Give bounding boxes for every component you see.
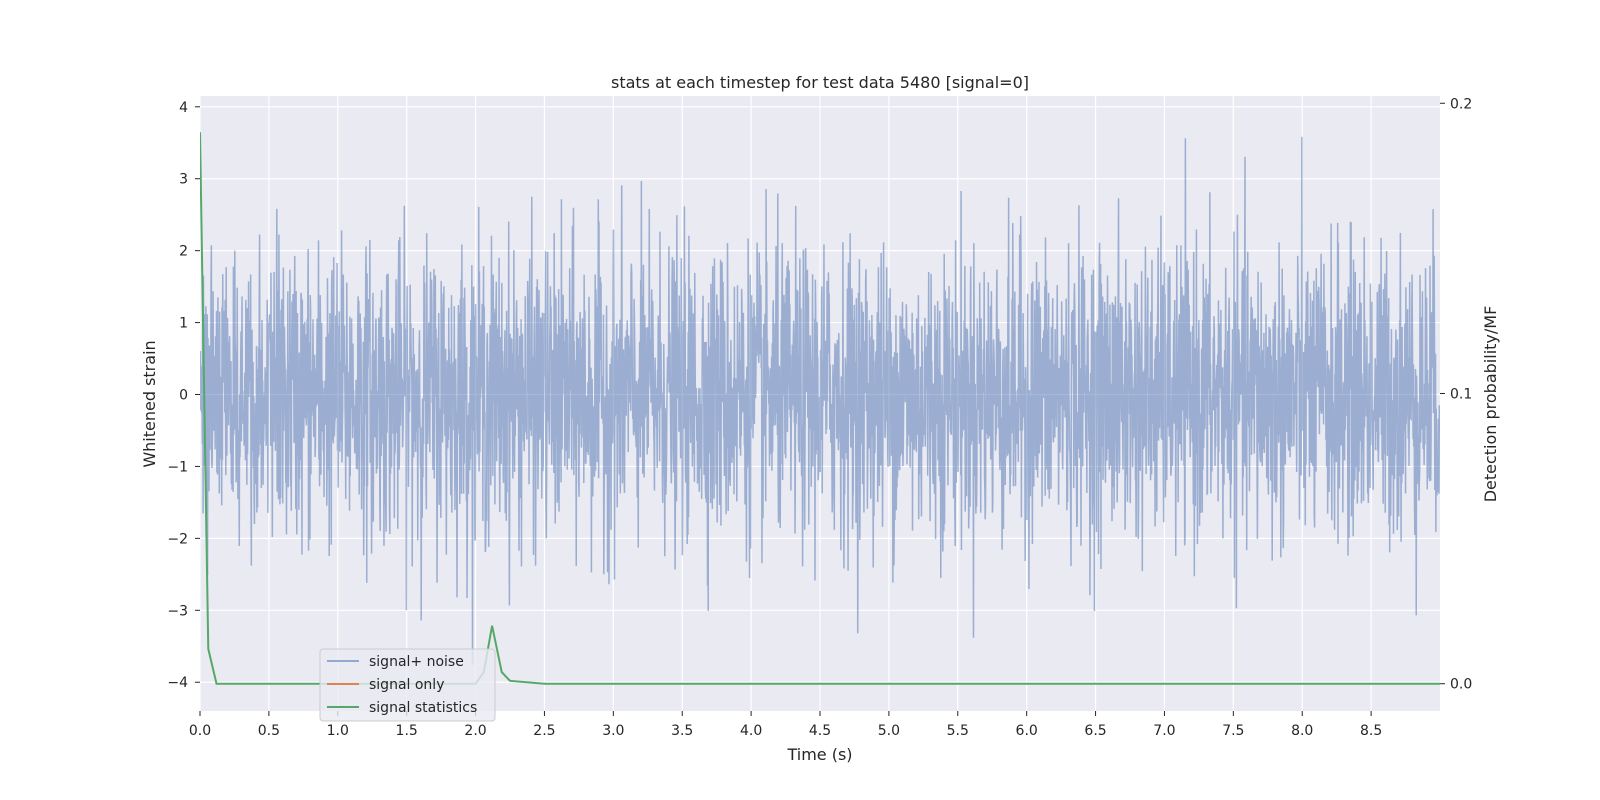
x-tick-label: 0.5	[258, 723, 280, 739]
legend-box	[319, 648, 496, 722]
y-tick-label: 4	[179, 100, 188, 116]
x-tick-label: 3.0	[602, 723, 624, 739]
y-tick-label: 0	[179, 388, 188, 404]
y2-tick-label: 0.1	[1450, 386, 1472, 402]
x-tick-label: 4.0	[740, 723, 762, 739]
legend-label-signal-statistics: signal statistics	[369, 700, 477, 716]
x-tick-label: 6.5	[1084, 723, 1106, 739]
y-tick-label: −3	[167, 603, 188, 619]
series-signal-noise	[200, 136, 1440, 665]
x-tick-label: 1.5	[396, 723, 418, 739]
legend: signal+ noise signal only signal statist…	[319, 648, 496, 722]
x-tick-label: 7.5	[1222, 723, 1244, 739]
legend-label-signal-noise: signal+ noise	[369, 654, 464, 670]
x-tick-label: 6.0	[1016, 723, 1038, 739]
x-tick-label: 8.0	[1291, 723, 1313, 739]
chart-title: stats at each timestep for test data 548…	[611, 73, 1029, 92]
x-tick-label: 8.5	[1360, 723, 1382, 739]
y-axis-left: −4 −3 −2 −1 0 1 2 3 4	[167, 100, 200, 691]
y-axis-right: 0.0 0.1 0.2	[1440, 96, 1472, 693]
y-tick-label: 2	[179, 244, 188, 260]
x-axis: 0.0 0.5 1.0 1.5 2.0 2.5 3.0 3.5 4.0 4.5 5.0 5.5 6.0 6…	[189, 711, 1382, 739]
x-tick-label: 5.5	[947, 723, 969, 739]
legend-label-signal-only: signal only	[369, 677, 444, 693]
x-tick-label: 3.5	[671, 723, 693, 739]
x-tick-label: 2.5	[533, 723, 555, 739]
x-axis-title: Time (s)	[786, 745, 852, 764]
x-tick-label: 0.0	[189, 723, 211, 739]
y-tick-label: −2	[167, 531, 188, 547]
x-tick-label: 7.0	[1153, 723, 1175, 739]
y-tick-label: −4	[167, 675, 188, 691]
y-tick-label: −1	[167, 459, 188, 475]
y-tick-label: 1	[179, 316, 188, 332]
x-tick-label: 5.0	[878, 723, 900, 739]
y2-tick-label: 0.2	[1450, 96, 1472, 112]
x-tick-label: 2.0	[464, 723, 486, 739]
y-axis-title: Whitened strain	[140, 340, 159, 467]
y-tick-label: 3	[179, 172, 188, 188]
x-tick-label: 4.5	[809, 723, 831, 739]
x-tick-label: 1.0	[327, 723, 349, 739]
y2-tick-label: 0.0	[1450, 677, 1472, 693]
y2-axis-title: Detection probability/MF	[1481, 306, 1500, 503]
